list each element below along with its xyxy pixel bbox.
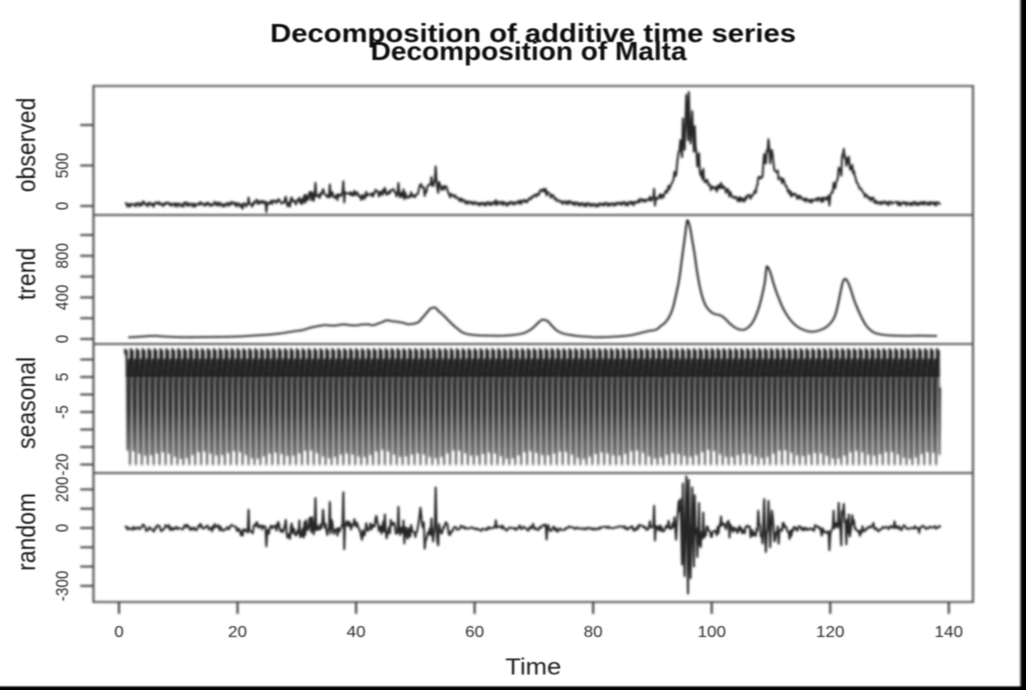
svg-text:0: 0 — [53, 335, 72, 344]
svg-text:Decomposition of additive time: Decomposition of additive time series — [270, 19, 796, 48]
svg-text:0: 0 — [53, 524, 72, 533]
svg-text:-20: -20 — [53, 453, 72, 475]
svg-text:80: 80 — [584, 624, 603, 641]
svg-text:seasonal: seasonal — [13, 357, 41, 449]
svg-text:-300: -300 — [53, 571, 72, 602]
svg-text:0: 0 — [114, 624, 124, 641]
svg-text:60: 60 — [465, 624, 484, 641]
svg-text:0: 0 — [53, 202, 72, 211]
svg-text:140: 140 — [935, 624, 964, 641]
svg-text:20: 20 — [228, 624, 247, 641]
svg-text:500: 500 — [53, 153, 72, 179]
svg-text:100: 100 — [697, 624, 726, 641]
svg-text:Time: Time — [505, 655, 561, 680]
svg-text:400: 400 — [53, 285, 72, 311]
svg-text:800: 800 — [53, 243, 72, 269]
svg-text:observed: observed — [13, 98, 41, 193]
svg-text:200: 200 — [53, 477, 72, 503]
svg-text:-5: -5 — [53, 405, 72, 419]
svg-text:40: 40 — [347, 624, 366, 641]
svg-text:trend: trend — [13, 248, 41, 300]
svg-text:random: random — [13, 493, 41, 571]
svg-text:120: 120 — [816, 624, 845, 641]
svg-text:Decomposition of Malta: Decomposition of Malta — [371, 36, 688, 65]
svg-text:5: 5 — [53, 373, 72, 382]
